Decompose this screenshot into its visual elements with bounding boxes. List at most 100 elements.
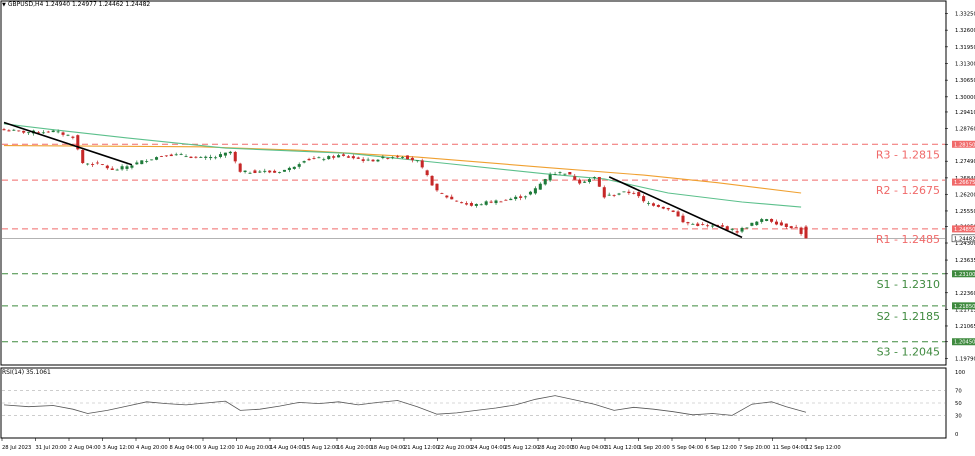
- candle-body: [130, 165, 134, 168]
- time-axis-label: 28 Jul 2023: [2, 445, 31, 451]
- candle-body: [627, 191, 631, 194]
- time-axis-label: 28 Aug 20:00: [538, 445, 573, 451]
- rsi-axis-label: 50: [955, 401, 962, 407]
- price-badge-bg: [952, 338, 975, 346]
- time-axis-label: 14 Aug 04:00: [270, 445, 305, 451]
- candle-body: [622, 191, 626, 193]
- candle-body: [553, 174, 557, 175]
- price-badge: 1.21850: [954, 304, 975, 310]
- candle-body: [312, 158, 316, 159]
- candle-body: [533, 188, 537, 194]
- candle-body: [647, 202, 651, 204]
- candle-body: [701, 224, 705, 225]
- candle-body: [91, 164, 95, 166]
- time-axis-label: 18 Aug 04:00: [371, 445, 406, 451]
- price-axis-label: 1.32600: [955, 28, 975, 34]
- candle-body: [681, 215, 685, 223]
- candle-body: [302, 161, 306, 163]
- level-labels: R3 - 1.2815 R2 - 1.2675 R1 - 1.2485 S1 - 1.…: [876, 148, 940, 358]
- time-axis-label: 12 Sep 12:00: [806, 445, 841, 451]
- candle-body: [760, 219, 764, 222]
- candle-body: [464, 203, 469, 205]
- price-badge: 1.28150: [954, 142, 975, 148]
- price-axis-label: 1.25550: [955, 209, 975, 215]
- candle-body: [401, 157, 405, 158]
- candle-body: [489, 201, 493, 203]
- candle-body: [371, 159, 375, 162]
- price-badge-bg: [952, 270, 975, 278]
- candle-body: [258, 171, 262, 173]
- candle-body: [524, 196, 528, 198]
- sr-levels: [2, 143, 945, 343]
- candle-body: [445, 195, 449, 198]
- price-axis-label: 1.31300: [955, 61, 975, 67]
- trendline-2[interactable]: [608, 176, 743, 239]
- time-axis-label: 31 Jul 20:00: [36, 445, 67, 451]
- candle-body: [676, 211, 680, 217]
- price-axis-label: 1.24300: [955, 241, 975, 247]
- candle-body: [346, 156, 350, 158]
- price-badge: 1.26675: [954, 180, 975, 186]
- candle-body: [410, 157, 414, 161]
- candle-body: [460, 202, 464, 204]
- main-price-pane[interactable]: [0, 0, 947, 366]
- candle-body: [755, 221, 759, 225]
- candle-body: [12, 129, 16, 131]
- ohlc-values: 1.24940 1.24977 1.24462 1.24482: [45, 1, 151, 8]
- candle-body: [548, 174, 552, 181]
- rsi-axis-label: 30: [955, 413, 962, 419]
- candle-body: [391, 157, 395, 159]
- candle-body: [51, 130, 55, 133]
- level-label-5: S2 - 1.2185: [877, 310, 940, 323]
- candle-body: [41, 132, 45, 134]
- candle-body: [287, 167, 291, 171]
- trendline-1[interactable]: [3, 121, 133, 166]
- candle-body: [415, 160, 419, 162]
- candle-body: [484, 201, 488, 205]
- candle-body: [784, 223, 788, 228]
- candle-body: [789, 226, 793, 229]
- candle-body: [36, 132, 40, 134]
- candle-body: [184, 156, 188, 158]
- price-axis: 1.33250 1.32600 1.31950 1.31300 1.30650 1.300…: [945, 11, 975, 363]
- trendlines[interactable]: [3, 121, 743, 239]
- collapse-triangle-icon[interactable]: ▼: [2, 2, 6, 8]
- time-axis-label: 16 Aug 20:00: [337, 445, 372, 451]
- candle-body: [578, 179, 582, 184]
- ma-line-slow: [3, 123, 802, 208]
- price-badge: 1.23100: [954, 272, 975, 278]
- candle-body: [656, 204, 660, 207]
- price-axis-label: 1.29410: [955, 110, 975, 116]
- candle-body: [509, 198, 513, 201]
- price-axis-label: 1.26200: [955, 192, 975, 198]
- candle-body: [637, 192, 641, 197]
- candle-body: [710, 225, 715, 227]
- candle-body: [514, 196, 518, 200]
- time-axis-label: 3 Aug 12:00: [103, 445, 135, 451]
- candle-body: [292, 166, 296, 169]
- candle-body: [332, 156, 336, 158]
- time-axis-label: 4 Aug 20:00: [136, 445, 168, 451]
- candle-body: [361, 159, 365, 162]
- moving-averages: [3, 123, 802, 208]
- candle-body: [155, 157, 159, 160]
- candle-body: [341, 154, 346, 156]
- candle-body: [189, 156, 193, 158]
- candle-body: [804, 226, 808, 239]
- time-axis-label: 11 Sep 04:00: [773, 445, 808, 451]
- candle-body: [592, 177, 596, 178]
- candle-body: [455, 200, 459, 202]
- price-badge: 1.24482: [954, 236, 975, 242]
- candle-body: [799, 227, 803, 234]
- candle-body: [228, 151, 232, 154]
- candle-body: [115, 169, 119, 171]
- price-axis-label: 1.31950: [955, 45, 975, 51]
- symbol-timeframe: GBPUSD,H4: [7, 1, 44, 8]
- candle-body: [661, 206, 665, 209]
- price-axis-label: 1.22360: [955, 291, 975, 297]
- candle-body: [174, 154, 178, 156]
- time-axis-label: 5 Sep 04:00: [672, 445, 703, 451]
- candle-body: [297, 164, 301, 167]
- time-axis-label: 7 Sep 20:00: [739, 445, 770, 451]
